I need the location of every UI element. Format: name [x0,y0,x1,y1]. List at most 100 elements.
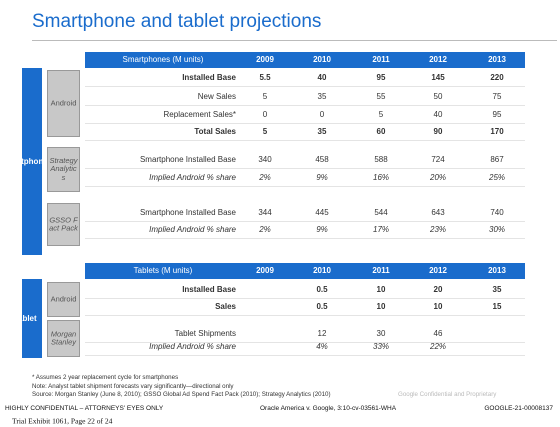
source-box [47,70,80,137]
cell-value: 17% [372,225,390,234]
cell-value: 35 [492,285,502,294]
cell-value: 2% [259,225,271,234]
cell-value: 145 [431,73,445,82]
cell-value: 90 [433,127,443,136]
row-label: Tablet Shipments [174,329,236,338]
row-label: Total Sales [194,127,236,136]
source-box [47,203,80,246]
cell-value: 20% [429,173,447,182]
cell-value: 4% [316,342,328,351]
column-header: Tablets (M units) [133,266,193,275]
cell-value: 9% [316,225,328,234]
column-header: 2009 [256,266,274,275]
source-box [47,282,80,317]
cell-value: 46 [433,329,443,338]
cell-value: 20 [433,285,443,294]
cell-value: 50 [433,92,443,101]
column-header: 2013 [488,266,506,275]
cell-value: 10 [433,302,443,311]
row-rule [85,186,525,187]
source-label: Android [50,294,77,304]
cell-value: 10 [376,302,386,311]
cell-value: 445 [315,208,329,217]
cell-value: 0.5 [316,285,328,294]
row-rule [85,168,525,169]
column-header: 2013 [488,55,506,64]
cell-value: 22% [429,342,447,351]
row-rule [85,298,525,299]
footer-right: GOOGLE-21-00008137 [484,404,553,412]
column-header: 2012 [429,55,447,64]
cell-value: 95 [376,73,386,82]
cell-value: 40 [317,73,327,82]
cell-value: 10 [376,285,386,294]
row-rule [85,140,525,141]
cell-value: 5 [262,127,268,136]
cell-value: 643 [431,208,445,217]
cell-value: 95 [492,110,502,119]
footer-center: Oracle America v. Google, 3:10-cv-03561-… [260,404,397,412]
cell-value: 458 [315,155,329,164]
cell-value: 220 [490,73,504,82]
cell-value: 16% [372,173,390,182]
row-label: Implied Android % share [149,225,236,234]
cell-value: 40 [433,110,443,119]
source-label: GSSO Fact Pack [49,214,78,233]
cell-value: 724 [431,155,445,164]
row-rule [85,342,525,343]
side-bar [22,279,42,358]
row-rule [85,105,525,106]
cell-value: 2% [259,173,271,182]
cell-value: 60 [376,127,386,136]
row-label: Installed Base [182,73,236,82]
header-bar [85,263,525,279]
header-bar [85,52,525,68]
column-header: Smartphones (M units) [122,55,204,64]
source-box [47,320,80,357]
row-label: Installed Base [182,285,236,294]
column-header: 2010 [313,55,331,64]
row-label: Replacement Sales* [163,110,236,119]
footnote: Note: Analyst tablet shipment forecasts … [32,382,234,390]
row-rule [85,123,525,124]
row-label: New Sales [197,92,236,101]
cell-value: 170 [490,127,504,136]
source-box [47,147,80,192]
cell-value: 9% [316,173,328,182]
side-label: rtphones [18,156,53,166]
column-header: 2011 [372,55,390,64]
cell-value: 344 [258,208,272,217]
row-rule [85,86,525,87]
cell-value: 25% [488,173,506,182]
cell-value: 30 [376,329,386,338]
row-label: Smartphone Installed Base [139,208,236,217]
cell-value: 0 [262,110,268,119]
row-rule [85,315,525,316]
row-label: Sales [215,302,236,311]
column-header: 2009 [256,55,274,64]
cell-value: 0.5 [316,302,328,311]
cell-value: 55 [376,92,386,101]
cell-value: 75 [492,92,502,101]
title: Smartphone and tablet projections [32,11,322,32]
cell-value: 5 [262,92,268,101]
cell-value: 867 [490,155,504,164]
row-label: Implied Android % share [149,342,236,351]
row-rule [85,238,525,239]
cell-value: 35 [317,127,327,136]
row-label: Smartphone Installed Base [139,155,236,164]
cell-value: 5.5 [259,73,271,82]
cell-value: 33% [372,342,390,351]
row-label: Implied Android % share [149,173,236,182]
column-header: 2011 [372,266,390,275]
cell-value: 5 [378,110,384,119]
side-bar [22,68,42,255]
footnote: Source: Morgan Stanley (June 8, 2010); G… [32,390,331,398]
cell-value: 35 [317,92,327,101]
footer-left: HIGHLY CONFIDENTIAL – ATTORNEYS' EYES ON… [5,404,164,412]
row-rule [85,221,525,222]
cell-value: 544 [374,208,388,217]
exhibit: Trial Exhibit 1061, Page 22 of 24 [12,416,113,426]
watermark: Google Confidential and Proprietary [398,390,497,398]
